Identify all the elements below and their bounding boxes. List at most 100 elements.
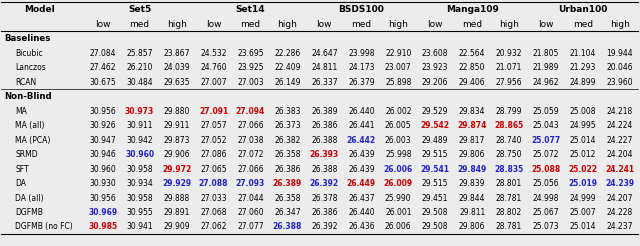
Text: 25.007: 25.007 bbox=[570, 208, 596, 217]
Text: 30.960: 30.960 bbox=[90, 165, 116, 174]
Text: 23.695: 23.695 bbox=[237, 49, 264, 58]
Text: 26.388: 26.388 bbox=[311, 136, 337, 145]
Text: 27.088: 27.088 bbox=[199, 179, 228, 188]
Text: Set5: Set5 bbox=[128, 5, 151, 15]
Text: 26.358: 26.358 bbox=[274, 194, 301, 202]
Text: 25.998: 25.998 bbox=[385, 150, 412, 159]
Text: 29.529: 29.529 bbox=[422, 107, 449, 116]
Text: 30.969: 30.969 bbox=[88, 208, 117, 217]
Text: 29.888: 29.888 bbox=[163, 194, 189, 202]
Text: 26.392: 26.392 bbox=[311, 222, 338, 231]
Text: 30.484: 30.484 bbox=[126, 78, 153, 87]
Text: 27.060: 27.060 bbox=[237, 208, 264, 217]
Text: 23.960: 23.960 bbox=[607, 78, 633, 87]
Text: high: high bbox=[610, 20, 630, 29]
Text: 27.086: 27.086 bbox=[200, 150, 227, 159]
Text: 26.439: 26.439 bbox=[348, 165, 374, 174]
Text: 24.999: 24.999 bbox=[570, 194, 596, 202]
Text: 29.880: 29.880 bbox=[163, 107, 190, 116]
Text: med: med bbox=[241, 20, 260, 29]
Text: 29.844: 29.844 bbox=[459, 194, 485, 202]
Text: 22.409: 22.409 bbox=[274, 63, 301, 72]
Text: 24.224: 24.224 bbox=[607, 121, 633, 130]
Text: MA (all): MA (all) bbox=[15, 121, 45, 130]
Text: 27.084: 27.084 bbox=[90, 49, 116, 58]
Text: Non-Blind: Non-Blind bbox=[4, 92, 52, 101]
Text: SFT: SFT bbox=[15, 165, 29, 174]
Text: 23.007: 23.007 bbox=[385, 63, 412, 72]
Text: 30.934: 30.934 bbox=[126, 179, 153, 188]
Text: 29.811: 29.811 bbox=[459, 208, 485, 217]
Text: 26.005: 26.005 bbox=[385, 121, 412, 130]
Text: 29.406: 29.406 bbox=[459, 78, 486, 87]
Text: 29.515: 29.515 bbox=[422, 150, 449, 159]
Text: low: low bbox=[95, 20, 111, 29]
Text: 30.946: 30.946 bbox=[90, 150, 116, 159]
Text: 26.393: 26.393 bbox=[310, 150, 339, 159]
Text: Bicubic: Bicubic bbox=[15, 49, 43, 58]
Text: 30.675: 30.675 bbox=[90, 78, 116, 87]
Text: 24.899: 24.899 bbox=[570, 78, 596, 87]
Text: 26.389: 26.389 bbox=[311, 107, 338, 116]
Text: 26.440: 26.440 bbox=[348, 107, 374, 116]
Text: 26.006: 26.006 bbox=[385, 222, 412, 231]
Text: 27.068: 27.068 bbox=[200, 208, 227, 217]
Text: 28.781: 28.781 bbox=[496, 222, 522, 231]
Text: 21.805: 21.805 bbox=[533, 49, 559, 58]
Text: 22.910: 22.910 bbox=[385, 49, 412, 58]
Text: 21.989: 21.989 bbox=[533, 63, 559, 72]
Text: 26.437: 26.437 bbox=[348, 194, 374, 202]
Text: 24.218: 24.218 bbox=[607, 107, 633, 116]
Text: 21.071: 21.071 bbox=[496, 63, 522, 72]
Text: 19.944: 19.944 bbox=[607, 49, 633, 58]
Text: 20.932: 20.932 bbox=[496, 49, 522, 58]
Text: 30.958: 30.958 bbox=[126, 194, 153, 202]
Text: low: low bbox=[206, 20, 221, 29]
Text: 25.059: 25.059 bbox=[532, 107, 559, 116]
Text: 26.440: 26.440 bbox=[348, 208, 374, 217]
Text: Baselines: Baselines bbox=[4, 34, 51, 43]
Text: 24.207: 24.207 bbox=[607, 194, 633, 202]
Text: DGFMB: DGFMB bbox=[15, 208, 44, 217]
Text: 25.014: 25.014 bbox=[570, 136, 596, 145]
Text: high: high bbox=[278, 20, 298, 29]
Text: 24.995: 24.995 bbox=[570, 121, 596, 130]
Text: 26.441: 26.441 bbox=[348, 121, 374, 130]
Text: SRMD: SRMD bbox=[15, 150, 38, 159]
Text: 26.392: 26.392 bbox=[310, 179, 339, 188]
Text: DA (all): DA (all) bbox=[15, 194, 44, 202]
Text: 29.206: 29.206 bbox=[422, 78, 449, 87]
Text: 26.149: 26.149 bbox=[274, 78, 301, 87]
Text: 27.052: 27.052 bbox=[200, 136, 227, 145]
Text: low: low bbox=[538, 20, 554, 29]
Text: 27.057: 27.057 bbox=[200, 121, 227, 130]
Text: 27.062: 27.062 bbox=[200, 222, 227, 231]
Text: 29.508: 29.508 bbox=[422, 208, 449, 217]
Text: 26.439: 26.439 bbox=[348, 150, 374, 159]
Text: 29.873: 29.873 bbox=[163, 136, 190, 145]
Text: low: low bbox=[317, 20, 332, 29]
Text: 28.799: 28.799 bbox=[496, 107, 522, 116]
Text: 27.065: 27.065 bbox=[200, 165, 227, 174]
Text: 30.960: 30.960 bbox=[125, 150, 154, 159]
Text: 26.386: 26.386 bbox=[311, 121, 338, 130]
Text: Manga109: Manga109 bbox=[445, 5, 499, 15]
Text: 30.911: 30.911 bbox=[126, 121, 153, 130]
Text: 29.929: 29.929 bbox=[162, 179, 191, 188]
Text: 23.925: 23.925 bbox=[237, 63, 264, 72]
Text: 25.898: 25.898 bbox=[385, 78, 412, 87]
Text: 24.239: 24.239 bbox=[605, 179, 634, 188]
Text: 29.817: 29.817 bbox=[459, 136, 485, 145]
Text: high: high bbox=[388, 20, 408, 29]
Text: BSDS100: BSDS100 bbox=[339, 5, 384, 15]
Text: 26.001: 26.001 bbox=[385, 208, 412, 217]
Text: 23.923: 23.923 bbox=[422, 63, 449, 72]
Text: 26.383: 26.383 bbox=[274, 107, 301, 116]
Text: 29.541: 29.541 bbox=[420, 165, 450, 174]
Text: MA: MA bbox=[15, 107, 28, 116]
Text: med: med bbox=[129, 20, 150, 29]
Text: 30.985: 30.985 bbox=[88, 222, 117, 231]
Text: 29.542: 29.542 bbox=[420, 121, 450, 130]
Text: 25.072: 25.072 bbox=[533, 150, 559, 159]
Text: 24.811: 24.811 bbox=[311, 63, 337, 72]
